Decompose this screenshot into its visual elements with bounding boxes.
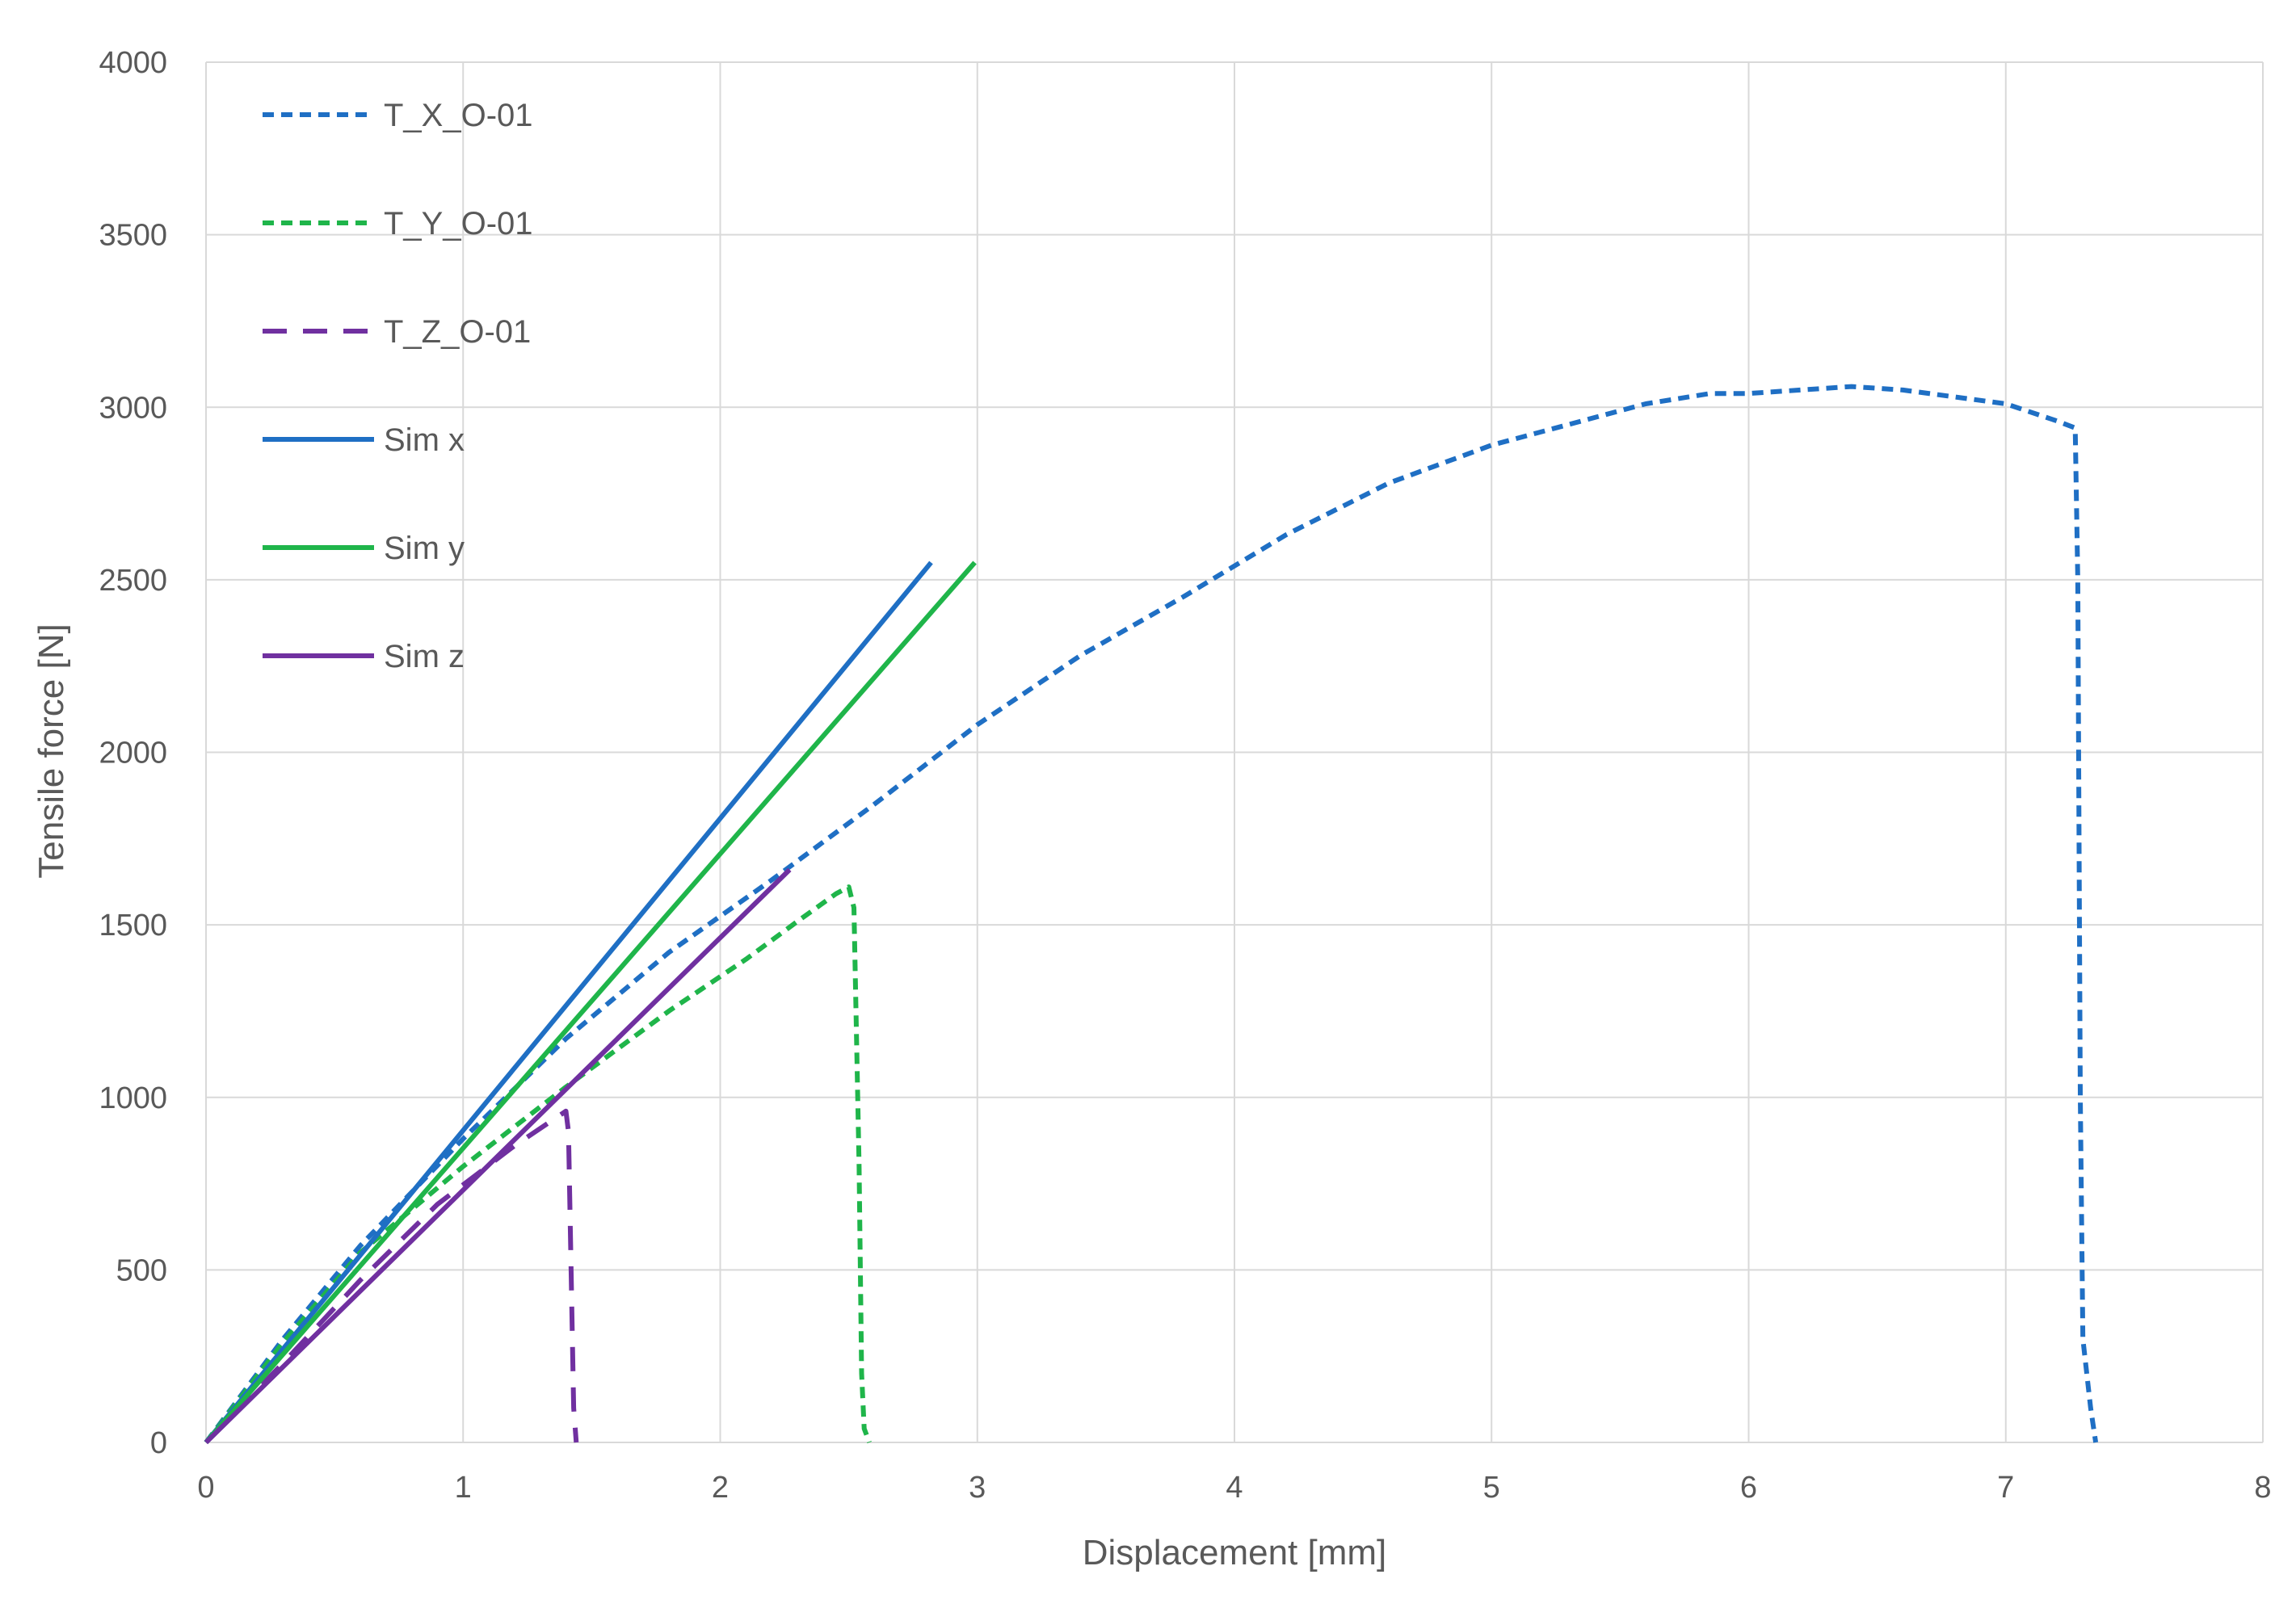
x-tick-label: 0 bbox=[197, 1471, 214, 1505]
x-tick-label: 1 bbox=[455, 1471, 472, 1505]
series-group bbox=[204, 384, 2099, 1445]
y-tick-label: 2000 bbox=[99, 737, 167, 770]
x-tick-label: 2 bbox=[712, 1471, 729, 1505]
legend: T_X_O-01 T_Y_O-01 T_Z_O-01 Sim x Sim y Sim z bbox=[263, 98, 533, 674]
y-tick-label: 3500 bbox=[99, 219, 167, 253]
x-tick-label: 8 bbox=[2254, 1471, 2271, 1505]
y-tick-label: 500 bbox=[116, 1253, 167, 1287]
legend-label: Sim y bbox=[384, 531, 465, 566]
y-tick-label: 1500 bbox=[99, 909, 167, 943]
y-tick-label: 3000 bbox=[99, 391, 167, 425]
x-tick-label: 6 bbox=[1740, 1471, 1757, 1505]
x-tick-label: 5 bbox=[1483, 1471, 1500, 1505]
legend-label: Sim x bbox=[384, 422, 465, 458]
x-axis-title: Displacement [mm] bbox=[1083, 1533, 1387, 1572]
legend-label: T_X_O-01 bbox=[384, 98, 533, 133]
series-line-t-x-o-01 bbox=[204, 384, 2099, 1444]
x-tick-label: 7 bbox=[1997, 1471, 2014, 1505]
series-line-t-z-o-01 bbox=[204, 1108, 579, 1445]
x-tick-label: 3 bbox=[969, 1471, 986, 1505]
grid bbox=[205, 61, 2264, 1443]
y-tick-label: 1000 bbox=[99, 1081, 167, 1115]
y-tick-label: 0 bbox=[150, 1426, 167, 1460]
series-line-sim-z bbox=[204, 867, 792, 1445]
x-tick-label: 4 bbox=[1226, 1471, 1243, 1505]
series-line-sim-y bbox=[204, 560, 977, 1444]
y-tick-label: 2500 bbox=[99, 564, 167, 598]
y-tick-label: 4000 bbox=[99, 46, 167, 80]
series-line-sim-x bbox=[204, 560, 933, 1444]
y-axis-title: Tensile force [N] bbox=[32, 623, 71, 878]
axes: 0 500 1000 1500 2000 2500 3000 3500 4000 0 1 2 3 4 5 6 7… bbox=[99, 46, 2271, 1505]
legend-label: T_Z_O-01 bbox=[384, 314, 531, 350]
legend-label: Sim z bbox=[384, 639, 465, 674]
legend-label: T_Y_O-01 bbox=[384, 206, 533, 241]
